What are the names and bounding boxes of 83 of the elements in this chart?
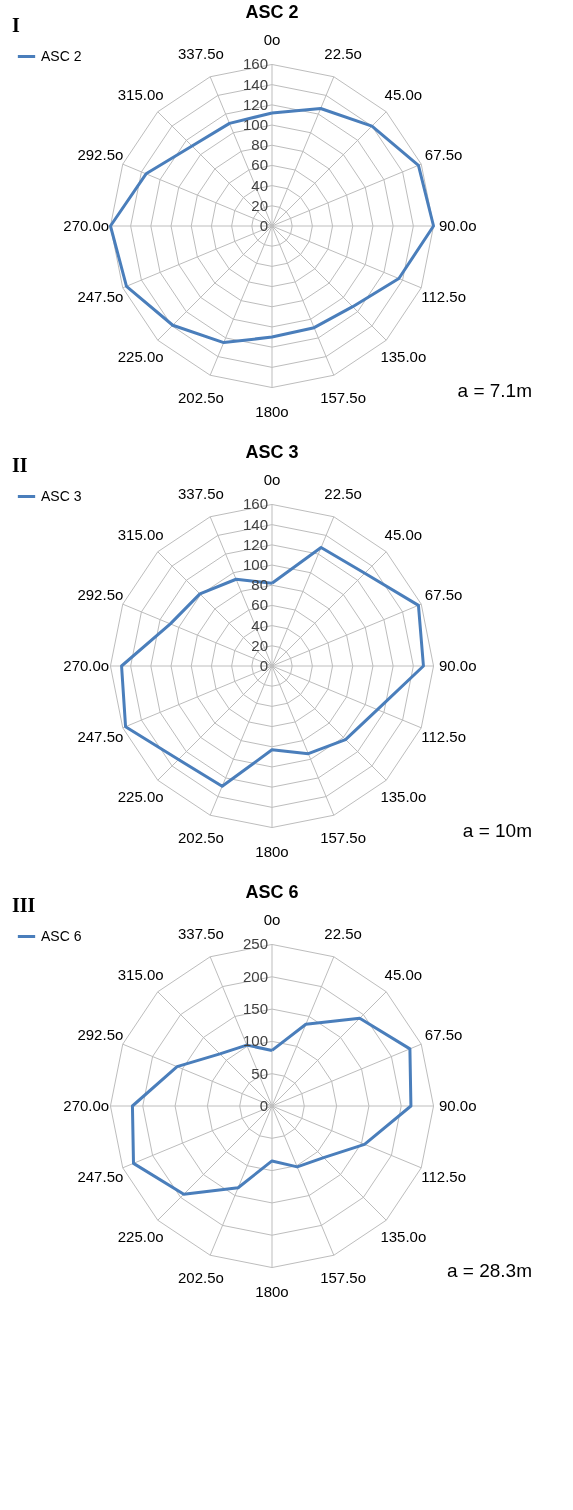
spoke-label: 67.5o <box>424 145 463 163</box>
y-tick-label: 20 <box>251 196 268 214</box>
spoke-label: 157.5o <box>320 388 367 406</box>
spoke-label: 0o <box>263 911 281 929</box>
spoke-label: 292.5o <box>77 585 124 603</box>
legend-label: ASC 2 <box>41 47 82 64</box>
spoke-label: 292.5o <box>77 145 124 163</box>
y-tick-label: 250 <box>242 935 268 953</box>
legend-label: ASC 3 <box>41 487 82 504</box>
spoke-label: 202.5o <box>177 388 224 406</box>
spoke-label: 337.5o <box>177 45 224 63</box>
y-tick-label: 50 <box>251 1064 268 1082</box>
spoke-label: 112.5o <box>421 288 467 306</box>
y-tick-label: 120 <box>242 535 268 553</box>
y-tick-label: 0 <box>259 657 268 674</box>
spoke-label: 135.0o <box>380 788 427 806</box>
spoke-label: 90.0o <box>439 1097 477 1114</box>
spoke-label: 247.5o <box>77 1168 124 1186</box>
spoke-label: 225.0o <box>117 348 164 366</box>
spoke-label: 112.5o <box>421 1168 467 1186</box>
spoke-label: 157.5o <box>320 828 367 846</box>
chart-title: ASC 2 <box>245 2 299 22</box>
spoke-label: 67.5o <box>424 585 463 603</box>
y-tick-label: 80 <box>251 136 268 154</box>
spoke-label: 180o <box>255 842 289 860</box>
spoke-label: 22.5o <box>324 485 362 503</box>
text: II <box>12 454 28 476</box>
spoke-label: 90.0o <box>439 217 477 234</box>
spoke-label: 180o <box>255 402 289 420</box>
y-tick-label: 60 <box>251 156 268 174</box>
spoke-label: 90.0o <box>439 657 477 674</box>
y-tick-label: 160 <box>242 495 268 513</box>
spoke-label: 157.5o <box>320 1268 367 1286</box>
y-tick-label: 100 <box>242 116 268 134</box>
spoke-label: 225.0o <box>117 1228 164 1246</box>
y-tick-label: 40 <box>251 176 268 194</box>
spoke-label: 0o <box>263 31 281 49</box>
text: I <box>12 14 20 36</box>
spoke-label: 135.0o <box>380 348 427 366</box>
spoke-label: 0o <box>263 471 281 489</box>
y-tick-label: 140 <box>242 515 268 533</box>
text: III <box>12 894 36 916</box>
y-tick-label: 20 <box>251 636 268 654</box>
chart-title: ASC 6 <box>245 882 299 902</box>
spoke-label: 112.5o <box>421 728 467 746</box>
y-tick-label: 200 <box>242 967 268 985</box>
spoke-label: 45.0o <box>384 965 423 983</box>
spoke-label: 292.5o <box>77 1025 124 1043</box>
spoke-label: 270.0o <box>63 657 110 674</box>
y-tick-label: 0 <box>259 1097 268 1114</box>
text: a = 10m <box>462 819 532 841</box>
spoke-label: 270.0o <box>63 1097 110 1114</box>
spoke-label: 315.0o <box>117 85 164 103</box>
spoke-label: 45.0o <box>384 525 423 543</box>
spoke-label: 180o <box>255 1282 289 1300</box>
y-tick-label: 100 <box>242 1032 268 1050</box>
spoke-label: 202.5o <box>177 828 224 846</box>
text: a = 7.1m <box>457 379 532 401</box>
spoke-label: 315.0o <box>117 965 164 983</box>
spoke-label: 315.0o <box>117 525 164 543</box>
spoke-label: 337.5o <box>177 485 224 503</box>
y-tick-label: 0 <box>259 217 268 234</box>
y-tick-label: 60 <box>251 596 268 614</box>
spoke-label: 270.0o <box>63 217 110 234</box>
spoke-label: 45.0o <box>384 85 423 103</box>
spoke-label: 67.5o <box>424 1025 463 1043</box>
y-tick-label: 40 <box>251 616 268 634</box>
spoke-label: 225.0o <box>117 788 164 806</box>
spoke-label: 22.5o <box>324 45 362 63</box>
spoke-label: 202.5o <box>177 1268 224 1286</box>
spoke-label: 135.0o <box>380 1228 427 1246</box>
y-tick-label: 160 <box>242 55 268 73</box>
spoke-label: 337.5o <box>177 925 224 943</box>
y-tick-label: 120 <box>242 95 268 113</box>
spoke-label: 22.5o <box>324 925 362 943</box>
text: a = 28.3m <box>446 1259 532 1281</box>
y-tick-label: 150 <box>242 1000 268 1018</box>
spoke-label: 247.5o <box>77 288 124 306</box>
spoke-label: 247.5o <box>77 728 124 746</box>
legend-label: ASC 6 <box>41 927 82 944</box>
y-tick-label: 140 <box>242 75 268 93</box>
chart-title: ASC 3 <box>245 442 299 462</box>
y-tick-label: 100 <box>242 556 268 574</box>
